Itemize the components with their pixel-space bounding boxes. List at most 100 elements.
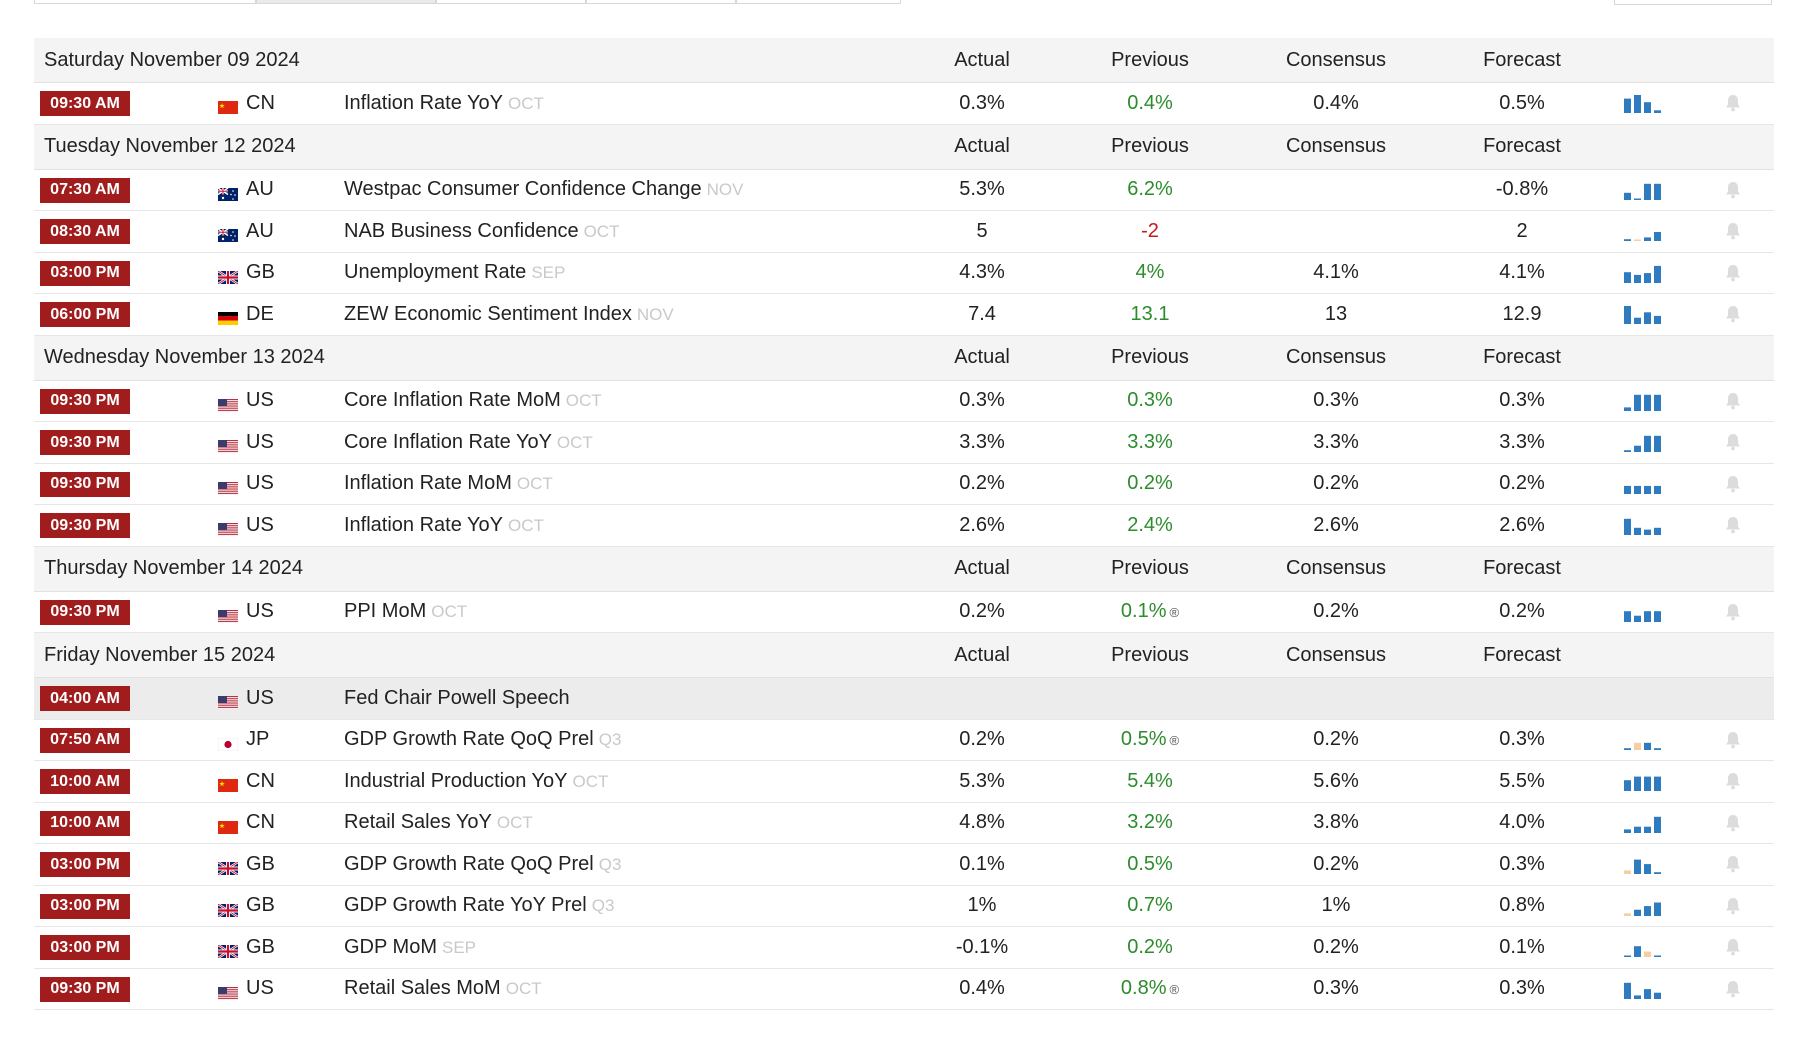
event-name-cell[interactable]: Fed Chair Powell Speech — [344, 687, 570, 710]
sparkline-chart[interactable] — [1624, 813, 1664, 835]
event-row[interactable]: 10:00 AM CN Industrial Production YoY OCT 5.… — [34, 761, 1774, 803]
bell-icon[interactable] — [1723, 730, 1743, 750]
filter-tab-5[interactable] — [736, 0, 901, 4]
time-badge: 09:30 PM — [40, 388, 130, 414]
bell-icon[interactable] — [1723, 854, 1743, 874]
event-name-cell[interactable]: Inflation Rate MoM OCT — [344, 472, 553, 495]
event-name[interactable]: Fed Chair Powell Speech — [344, 686, 570, 709]
sparkline-chart[interactable] — [1624, 937, 1664, 959]
spark-bar — [1624, 982, 1631, 999]
event-name-cell[interactable]: Inflation Rate YoY OCT — [344, 514, 544, 537]
sparkline-chart[interactable] — [1624, 304, 1664, 326]
bell-icon[interactable] — [1723, 391, 1743, 411]
event-name-cell[interactable]: GDP Growth Rate YoY Prel Q3 — [344, 894, 614, 917]
event-name[interactable]: GDP Growth Rate QoQ Prel — [344, 852, 594, 875]
event-name[interactable]: Core Inflation Rate YoY — [344, 430, 552, 453]
event-name[interactable]: PPI MoM — [344, 600, 427, 623]
sparkline-chart[interactable] — [1624, 602, 1664, 624]
bell-icon[interactable] — [1723, 515, 1743, 535]
event-row[interactable]: 07:50 AM JP GDP Growth Rate QoQ Prel Q3 0.2%… — [34, 720, 1774, 761]
event-name[interactable]: Retail Sales MoM — [344, 977, 501, 1000]
column-header-consensus: Consensus — [1285, 135, 1387, 157]
filter-tab-3[interactable] — [436, 0, 586, 4]
sparkline-chart[interactable] — [1624, 432, 1664, 454]
bell-icon[interactable] — [1723, 180, 1743, 200]
event-name[interactable]: GDP Growth Rate QoQ Prel — [344, 728, 594, 751]
event-name[interactable]: Retail Sales YoY — [344, 811, 492, 834]
event-name[interactable]: Inflation Rate YoY — [344, 513, 504, 536]
bell-icon[interactable] — [1723, 474, 1743, 494]
sparkline-chart[interactable] — [1624, 854, 1664, 876]
bell-icon[interactable] — [1723, 979, 1743, 999]
event-name-cell[interactable]: NAB Business Confidence OCT — [344, 220, 619, 243]
event-name-cell[interactable]: GDP Growth Rate QoQ Prel Q3 — [344, 853, 621, 876]
sparkline-chart[interactable] — [1624, 515, 1664, 537]
event-name-cell[interactable]: PPI MoM OCT — [344, 600, 467, 623]
bell-icon[interactable] — [1723, 221, 1743, 241]
event-row[interactable]: 09:30 PM US PPI MoM OCT 0.2% 0.1% ® 0.2% 0.2% — [34, 592, 1774, 633]
event-name-cell[interactable]: Core Inflation Rate MoM OCT — [344, 389, 602, 412]
event-name-cell[interactable]: Unemployment Rate SEP — [344, 261, 565, 284]
filter-tab-2[interactable] — [256, 0, 436, 4]
event-name-cell[interactable]: ZEW Economic Sentiment Index NOV — [344, 303, 674, 326]
event-row[interactable]: 09:30 AM CN Inflation Rate YoY OCT 0.3% 0.4% 0… — [34, 83, 1774, 125]
event-name-cell[interactable]: Core Inflation Rate YoY OCT — [344, 431, 593, 454]
sparkline-chart[interactable] — [1624, 180, 1664, 202]
bell-icon[interactable] — [1723, 937, 1743, 957]
event-name-cell[interactable]: Retail Sales MoM OCT — [344, 977, 542, 1000]
event-row[interactable]: 09:30 PM US Inflation Rate YoY OCT 2.6% 2.4% 2… — [34, 505, 1774, 547]
event-name[interactable]: Unemployment Rate — [344, 261, 527, 284]
event-row[interactable]: 09:30 PM US Retail Sales MoM OCT 0.4% 0.8% ® 0.… — [34, 969, 1774, 1010]
filter-dropdown[interactable] — [1614, 0, 1772, 5]
event-name[interactable]: Inflation Rate YoY — [344, 91, 504, 114]
filter-tab-1[interactable] — [34, 0, 256, 4]
bell-icon[interactable] — [1723, 263, 1743, 283]
event-name-cell[interactable]: Inflation Rate YoY OCT — [344, 92, 544, 115]
event-reference-period: OCT — [556, 432, 593, 452]
sparkline-chart[interactable] — [1624, 896, 1664, 918]
event-row[interactable]: 09:30 PM US Inflation Rate MoM OCT 0.2% 0.2% 0… — [34, 464, 1774, 505]
event-name[interactable]: Industrial Production YoY — [344, 769, 568, 792]
event-row[interactable]: 07:30 AM AU Westpac Consumer Confidence Ch… — [34, 170, 1774, 211]
sparkline-chart[interactable] — [1624, 979, 1664, 1001]
sparkline-chart[interactable] — [1624, 730, 1664, 752]
event-name-cell[interactable]: Westpac Consumer Confidence Change NOV — [344, 178, 743, 201]
event-row[interactable]: 03:00 PM GB GDP Growth Rate QoQ Prel Q3 0.1%… — [34, 844, 1774, 886]
sparkline-chart[interactable] — [1624, 474, 1664, 496]
bell-icon[interactable] — [1723, 602, 1743, 622]
forecast-value: 12.9 — [1502, 302, 1542, 325]
event-row[interactable]: 09:30 PM US Core Inflation Rate YoY OCT 3.3%… — [34, 422, 1774, 464]
event-name-cell[interactable]: GDP MoM SEP — [344, 936, 476, 959]
bell-icon[interactable] — [1723, 93, 1743, 113]
event-row[interactable]: 09:30 PM US Core Inflation Rate MoM OCT 0.3%… — [34, 381, 1774, 422]
sparkline-chart[interactable] — [1624, 391, 1664, 413]
event-row[interactable]: 04:00 AM US Fed Chair Powell Speech — [34, 678, 1774, 720]
cn-flag-icon — [218, 97, 238, 114]
filter-tab-4[interactable] — [586, 0, 736, 4]
event-row[interactable]: 03:00 PM GB GDP Growth Rate YoY Prel Q3 1% 0.… — [34, 886, 1774, 927]
bell-icon[interactable] — [1723, 896, 1743, 916]
sparkline-chart[interactable] — [1624, 263, 1664, 285]
sparkline-chart[interactable] — [1624, 771, 1664, 793]
event-row[interactable]: 06:00 PM DE ZEW Economic Sentiment Index NO… — [34, 294, 1774, 336]
bell-icon[interactable] — [1723, 432, 1743, 452]
sparkline-chart[interactable] — [1624, 221, 1664, 243]
event-name[interactable]: Core Inflation Rate MoM — [344, 389, 561, 412]
event-name[interactable]: Inflation Rate MoM — [344, 472, 512, 495]
event-name-cell[interactable]: Retail Sales YoY OCT — [344, 811, 533, 834]
event-row[interactable]: 03:00 PM GB GDP MoM SEP -0.1% 0.2% 0.2% 0.1% — [34, 927, 1774, 969]
event-name[interactable]: NAB Business Confidence — [344, 219, 579, 242]
event-row[interactable]: 08:30 AM AU NAB Business Confidence OCT 5 -2 2 — [34, 211, 1774, 253]
event-row[interactable]: 10:00 AM CN Retail Sales YoY OCT 4.8% 3.2% 3.8… — [34, 803, 1774, 844]
event-name-cell[interactable]: GDP Growth Rate QoQ Prel Q3 — [344, 728, 621, 751]
sparkline-chart[interactable] — [1624, 93, 1664, 115]
bell-icon[interactable] — [1723, 813, 1743, 833]
event-name[interactable]: GDP MoM — [344, 935, 437, 958]
event-name-cell[interactable]: Industrial Production YoY OCT — [344, 770, 608, 793]
event-name[interactable]: GDP Growth Rate YoY Prel — [344, 894, 587, 917]
event-row[interactable]: 03:00 PM GB Unemployment Rate SEP 4.3% 4% 4.1%… — [34, 253, 1774, 294]
bell-icon[interactable] — [1723, 771, 1743, 791]
event-name[interactable]: Westpac Consumer Confidence Change — [344, 178, 702, 201]
event-name[interactable]: ZEW Economic Sentiment Index — [344, 302, 632, 325]
bell-icon[interactable] — [1723, 304, 1743, 324]
